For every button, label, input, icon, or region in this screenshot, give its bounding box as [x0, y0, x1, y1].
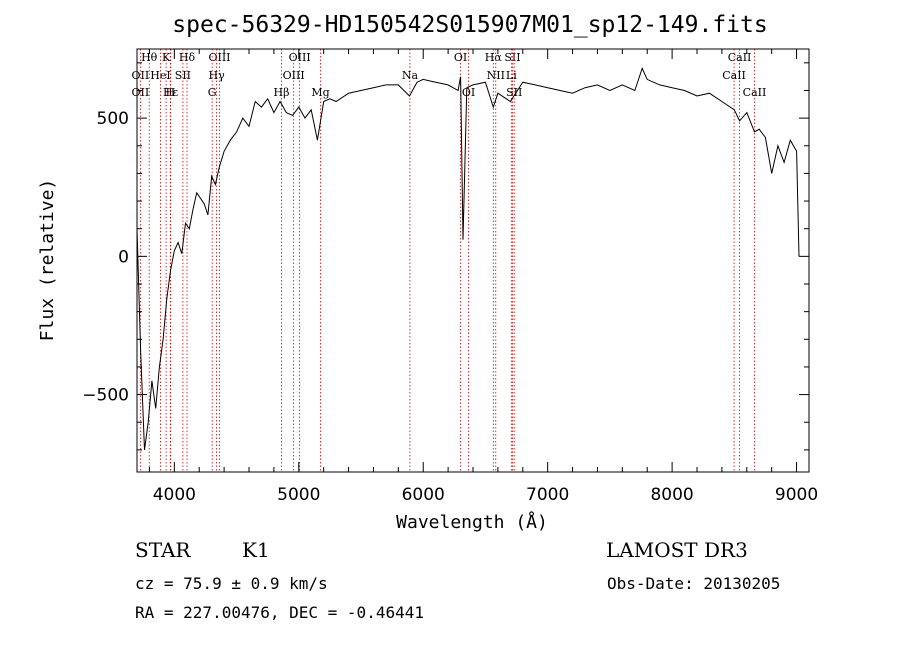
line-marker-label: Li	[506, 69, 517, 82]
line-marker-label: OI	[462, 86, 475, 99]
line-marker-label: OI	[454, 51, 467, 64]
line-marker-label: OIII	[208, 51, 230, 64]
line-marker-label: Hδ	[179, 51, 196, 64]
line-marker-label: K	[162, 51, 171, 64]
line-marker-label: OII	[132, 86, 150, 99]
line-marker-label: H	[166, 86, 176, 99]
observation-date: Obs-Date: 20130205	[607, 574, 781, 593]
spectrum-series-line	[136, 67, 800, 450]
redshift-cz: cz = 75.9 ± 0.9 km/s	[135, 574, 328, 593]
chart-title: spec-56329-HD150542S015907M01_sp12-149.f…	[172, 12, 767, 38]
x-tick-label: 8000	[650, 485, 693, 505]
line-marker-label: SII	[504, 51, 520, 64]
x-axis: 4000 5000 6000 7000 8000 9000	[148, 49, 818, 505]
line-marker-label: Hα	[485, 51, 503, 64]
line-marker-label: CaII	[743, 86, 767, 99]
y-axis: −500 0 500	[82, 62, 809, 451]
line-marker-label: Hθ	[141, 51, 158, 64]
plot-frame	[136, 48, 810, 473]
line-marker-label: Hγ	[209, 69, 226, 82]
line-marker-label: HeI	[150, 69, 170, 82]
x-axis-label: Wavelength (Å)	[396, 511, 548, 533]
object-subclass: K1	[242, 538, 270, 562]
line-marker-label: NII	[487, 69, 505, 82]
y-axis-label: Flux (relative)	[37, 179, 58, 342]
line-marker-label: OIII	[289, 51, 311, 64]
x-tick-label: 6000	[402, 485, 445, 505]
line-marker-label: SII	[175, 69, 191, 82]
line-marker-label: Hβ	[274, 86, 290, 99]
line-marker-label: Mg	[311, 86, 329, 99]
ra-dec: RA = 227.00476, DEC = -0.46441	[135, 603, 424, 622]
x-tick-label: 4000	[153, 485, 196, 505]
line-marker-label: G	[208, 86, 217, 99]
line-marker-label: Na	[402, 69, 419, 82]
x-tick-label: 5000	[277, 485, 320, 505]
y-tick-label: 500	[97, 109, 129, 129]
object-class: STAR	[135, 538, 191, 562]
y-tick-label: −500	[82, 386, 129, 406]
line-marker-label: CaII	[722, 69, 746, 82]
x-tick-label: 9000	[775, 485, 818, 505]
line-marker-label: SII	[506, 86, 522, 99]
y-tick-label: 0	[118, 247, 129, 267]
line-marker-label: OIII	[283, 69, 305, 82]
line-marker-label: CaII	[728, 51, 752, 64]
survey-name: LAMOST DR3	[606, 538, 748, 562]
x-tick-label: 7000	[526, 485, 569, 505]
line-marker-label: OII	[132, 69, 150, 82]
